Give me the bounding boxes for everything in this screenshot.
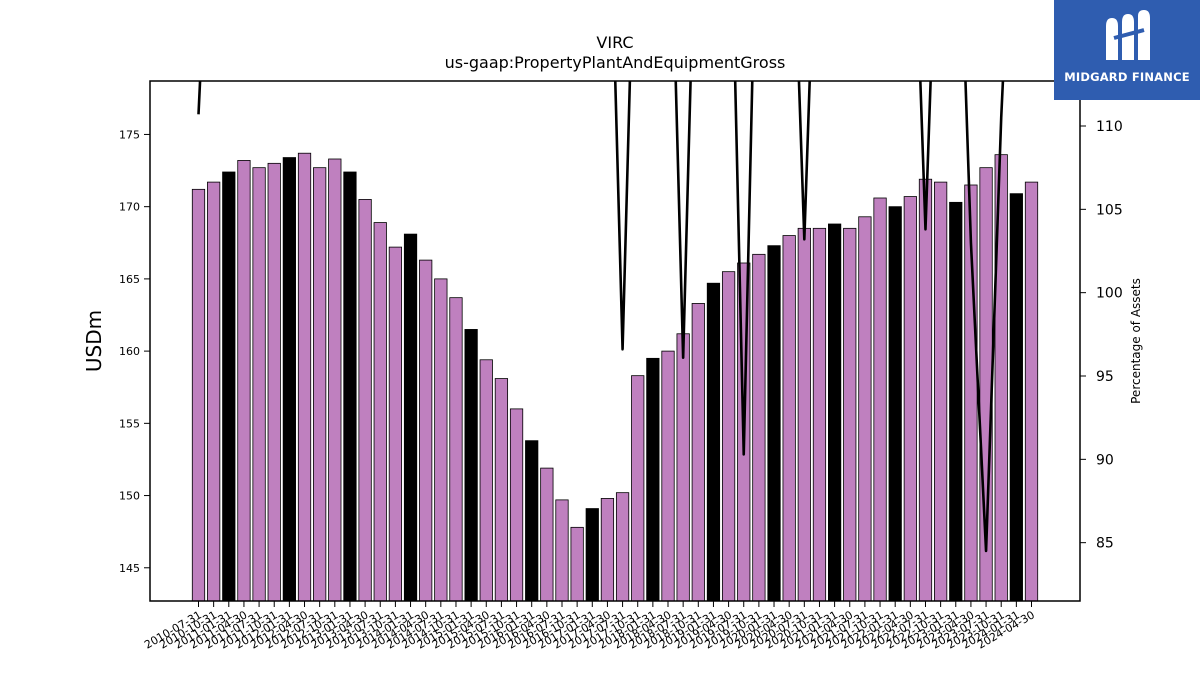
x-axis: 2010-07-312010-10-312011-01-312011-04-30…	[142, 601, 1037, 652]
y-tick-label: 175	[119, 128, 140, 141]
y-axis-label: USDm	[82, 310, 106, 372]
chart-subtitle: us-gaap:PropertyPlantAndEquipmentGross	[445, 53, 786, 72]
bar	[873, 197, 887, 601]
bar	[388, 246, 402, 601]
bar	[676, 333, 690, 601]
bar	[858, 216, 872, 601]
bar	[207, 181, 221, 601]
bar	[615, 492, 630, 601]
y-tick-label: 150	[119, 490, 140, 503]
y-tick-label: 170	[119, 201, 140, 214]
bar	[661, 350, 675, 601]
y2-tick-label: 100	[1096, 286, 1123, 302]
bar	[691, 303, 705, 601]
y-tick-label: 155	[119, 417, 140, 430]
y2-tick-label: 110	[1096, 119, 1123, 135]
bar-group	[191, 152, 1039, 601]
bar	[646, 357, 660, 601]
bar	[767, 245, 781, 601]
midgard-logo-icon	[1106, 10, 1150, 60]
bar	[782, 235, 796, 601]
bar	[419, 259, 433, 601]
bar	[934, 181, 948, 601]
bar	[343, 171, 357, 601]
bar	[903, 196, 917, 601]
y2-tick-label: 90	[1096, 452, 1114, 468]
bar	[237, 160, 251, 601]
bar	[1024, 181, 1039, 601]
bar	[313, 167, 327, 601]
bar	[373, 222, 387, 601]
bar	[252, 167, 266, 601]
bar	[328, 158, 342, 601]
bar	[1009, 193, 1023, 601]
bar	[509, 408, 524, 601]
bar	[812, 227, 827, 601]
logo-text: MIDGARD FINANCE	[1064, 70, 1190, 84]
bar	[540, 467, 554, 601]
bar	[403, 233, 418, 601]
bar	[828, 223, 842, 601]
bar	[797, 227, 811, 601]
bar	[525, 440, 539, 601]
bar	[631, 375, 645, 601]
chart-title: VIRC	[596, 33, 633, 52]
bar	[888, 206, 902, 601]
bar	[282, 157, 296, 601]
y2-tick-label: 95	[1096, 369, 1114, 385]
y-tick-label: 165	[119, 273, 140, 286]
bar	[843, 227, 857, 601]
bar	[570, 526, 584, 601]
bar	[494, 378, 509, 601]
bar	[222, 171, 236, 601]
bar	[706, 282, 721, 601]
bar	[434, 278, 448, 601]
y-tick-label: 145	[119, 562, 140, 575]
y2-axis-label: Percentage of Assets	[1129, 278, 1143, 404]
y2-tick-label: 105	[1096, 202, 1123, 218]
bar	[721, 271, 736, 601]
y-axis-right: 85 90 95 100 105 110	[1080, 119, 1123, 552]
bar	[479, 359, 493, 601]
bar	[949, 201, 963, 601]
bar	[585, 508, 599, 601]
midgard-finance-logo: MIDGARD FINANCE	[1054, 0, 1200, 100]
bar	[752, 253, 766, 601]
bar	[267, 162, 281, 601]
bar	[918, 178, 933, 601]
y-tick-label: 160	[119, 345, 140, 358]
bar	[555, 499, 569, 601]
bar	[297, 152, 312, 601]
bar	[191, 188, 206, 601]
bar	[464, 329, 478, 601]
bar	[358, 199, 372, 601]
plot-frame	[149, 80, 1081, 602]
y-axis-left: 145 150 155 160 165 170 175	[119, 128, 150, 575]
bar	[600, 498, 615, 601]
bar	[449, 297, 463, 601]
y2-tick-label: 85	[1096, 536, 1114, 552]
